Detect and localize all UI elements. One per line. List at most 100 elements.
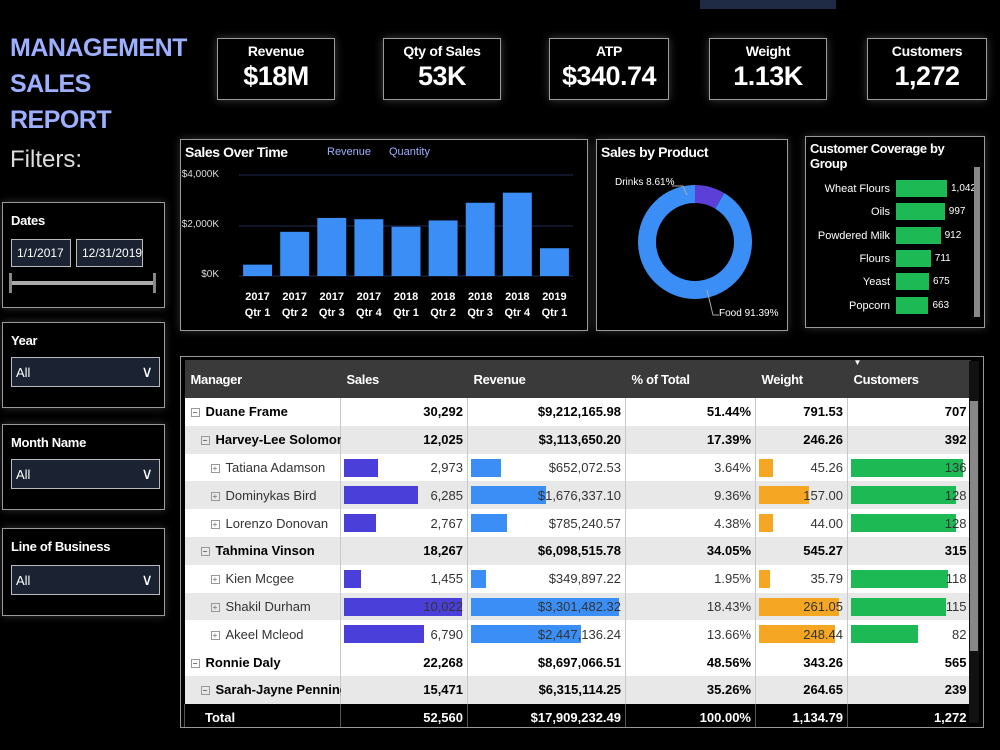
table-row[interactable]: − Duane Frame 30,292 $9,212,165.98 51.44% 791…	[184, 398, 971, 426]
coverage-row[interactable]: Oils 997	[806, 203, 976, 223]
manager-name: Dominykas Bird	[225, 487, 317, 503]
table-row[interactable]: − Sarah-Jayne Pennington 15,471 $6,315,114.…	[184, 675, 971, 704]
lob-dropdown[interactable]: All ∨	[11, 565, 160, 595]
table-row[interactable]: + Lorenzo Donovan 2,767 $785,240.57 4.38% 44.…	[184, 509, 971, 537]
revenue-databar	[471, 458, 501, 477]
expand-icon[interactable]: +	[210, 464, 220, 474]
sales-value: 18,267	[423, 543, 463, 559]
pct-value: 18.43%	[706, 598, 751, 614]
table-row[interactable]: − Tahmina Vinson 18,267 $6,098,515.78 34.05%…	[184, 536, 971, 565]
end-date-input[interactable]: 12/31/2019	[76, 239, 143, 267]
bar-2017-qtr-2[interactable]	[280, 231, 310, 276]
table-scrollbar-thumb[interactable]	[970, 401, 978, 651]
coverage-bar[interactable]	[896, 249, 931, 267]
header-sales[interactable]: Sales	[340, 360, 468, 398]
x-tick-year: 2017	[356, 291, 382, 303]
weight-cell: 157.00	[755, 481, 848, 510]
kpi-customers-card[interactable]: Customers 1,272	[867, 38, 987, 100]
revenue-value: $9,212,165.98	[537, 404, 621, 420]
slice-food[interactable]	[638, 185, 752, 299]
bar-2018-qtr-3[interactable]	[465, 202, 495, 276]
weight-cell: 248.44	[755, 620, 848, 649]
slider-end-handle[interactable]	[153, 273, 156, 293]
kpi-revenue-card[interactable]: Revenue $18M	[217, 38, 335, 100]
coverage-bar[interactable]	[896, 180, 947, 197]
chart-title: Customer Coverage by Group	[810, 141, 945, 171]
weight-cell: 791.53	[755, 398, 848, 426]
kpi-qty-card[interactable]: Qty of Sales 53K	[383, 38, 501, 100]
legend-revenue[interactable]: Revenue	[327, 146, 372, 158]
collapse-icon[interactable]: −	[190, 408, 200, 418]
collapse-icon[interactable]: −	[200, 436, 210, 446]
coverage-row[interactable]: Wheat Flours 1,042	[806, 180, 976, 200]
x-tick-quarter: Qtr 1	[244, 307, 271, 319]
header-weight[interactable]: Weight	[755, 360, 848, 398]
coverage-category: Wheat Flours	[824, 183, 890, 195]
header-manager[interactable]: Manager	[184, 360, 341, 398]
x-tick-quarter: Qtr 1	[541, 307, 568, 319]
coverage-row[interactable]: Yeast 675	[806, 273, 976, 293]
coverage-bar[interactable]	[896, 203, 945, 221]
bar-2017-qtr-3[interactable]	[317, 217, 347, 276]
expand-icon[interactable]: +	[210, 575, 220, 585]
x-tick-year: 2017	[319, 291, 344, 303]
month-dropdown[interactable]: All ∨	[11, 459, 160, 489]
customers-value: 82	[952, 626, 967, 642]
kpi-label: Weight	[745, 43, 791, 59]
table-row[interactable]: − Harvey-Lee Solomon 12,025 $3,113,650.20 17…	[184, 425, 971, 454]
table-row[interactable]: + Tatiana Adamson 2,973 $652,072.53 3.64% 45.…	[184, 453, 971, 482]
start-date-input[interactable]: 1/1/2017	[11, 239, 71, 267]
slider-start-handle[interactable]	[9, 273, 12, 293]
expand-icon[interactable]: +	[210, 519, 220, 529]
bar-2018-qtr-4[interactable]	[502, 192, 532, 276]
coverage-bar[interactable]	[896, 226, 941, 244]
table-row[interactable]: + Dominykas Bird 6,285 $1,676,337.10 9.36% 15…	[184, 481, 971, 510]
bar-2019-qtr-1[interactable]	[539, 248, 569, 276]
weight-databar	[759, 625, 835, 644]
x-tick-label: 2018 Qtr 3	[462, 289, 498, 321]
coverage-row[interactable]: Popcorn 663	[806, 296, 976, 317]
sales-over-time-panel[interactable]: Sales Over Time Revenue Quantity $4,000K…	[180, 139, 588, 331]
coverage-row[interactable]: Powdered Milk 912	[806, 226, 976, 247]
customer-coverage-panel[interactable]: Customer Coverage by Group Wheat Flours 1…	[805, 136, 985, 328]
table-row[interactable]: − Ronnie Daly 22,268 $8,697,066.51 48.56% 343…	[184, 648, 971, 676]
collapse-icon[interactable]: −	[200, 547, 210, 557]
filter-label: Dates	[11, 213, 45, 228]
customers-databar	[851, 486, 957, 505]
bar-2018-qtr-1[interactable]	[391, 226, 421, 276]
bar-2018-qtr-2[interactable]	[428, 220, 458, 276]
customers-cell: 118	[847, 564, 971, 593]
coverage-category: Flours	[859, 252, 890, 265]
header-pct-total[interactable]: % of Total	[625, 360, 756, 398]
coverage-bar[interactable]	[896, 296, 929, 314]
coverage-row[interactable]: Flours 711	[806, 249, 976, 270]
table-row[interactable]: + Shakil Durham 10,022 $3,301,482.32 18.43% 2…	[184, 592, 971, 621]
expand-icon[interactable]: +	[210, 603, 220, 613]
coverage-scrollbar[interactable]	[974, 167, 980, 317]
bar-2017-qtr-1[interactable]	[243, 264, 273, 276]
bar-2017-qtr-4[interactable]	[354, 219, 384, 276]
customers-databar	[851, 514, 957, 533]
expand-icon[interactable]: +	[210, 630, 220, 640]
kpi-weight-card[interactable]: Weight 1.13K	[709, 38, 827, 100]
pct-value: 13.66%	[706, 626, 751, 642]
coverage-value: 1,042	[951, 183, 977, 194]
coverage-value: 675	[933, 276, 950, 288]
header-customers[interactable]: ▼ Customers	[847, 358, 971, 398]
table-row[interactable]: + Akeel Mcleod 6,790 $2,447,136.24 13.66% 248…	[184, 620, 971, 649]
collapse-icon[interactable]: −	[190, 658, 200, 668]
customers-cell: 239	[847, 675, 971, 704]
collapse-icon[interactable]: −	[200, 686, 210, 696]
customers-databar	[851, 625, 919, 644]
sales-by-product-panel[interactable]: Sales by Product Drinks 8.61% Food 91.39…	[596, 139, 788, 331]
expand-icon[interactable]: +	[210, 491, 220, 501]
coverage-bar[interactable]	[896, 273, 930, 291]
kpi-value: 53K	[417, 61, 467, 91]
table-row[interactable]: + Kien Mcgee 1,455 $349,897.22 1.95% 35.79 118	[184, 564, 971, 593]
date-range-slider[interactable]	[11, 281, 155, 285]
header-revenue[interactable]: Revenue	[467, 360, 626, 398]
table-header-row: Manager Sales Revenue % of Total Weight …	[184, 358, 971, 398]
legend-quantity[interactable]: Quantity	[389, 146, 430, 158]
year-dropdown[interactable]: All ∨	[11, 357, 160, 387]
kpi-atp-card[interactable]: ATP $340.74	[549, 38, 669, 100]
